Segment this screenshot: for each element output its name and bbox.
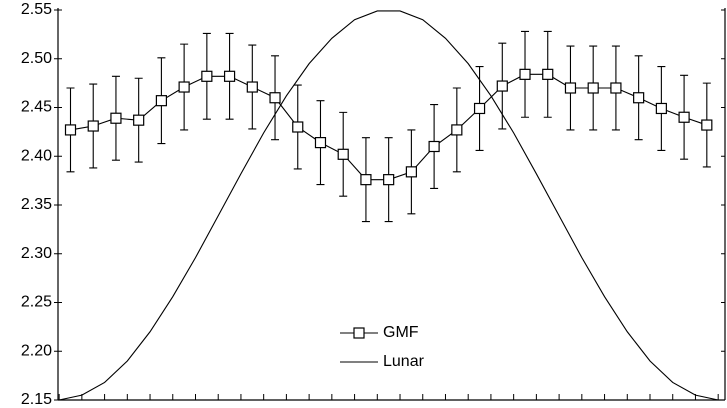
marker: [246, 81, 258, 93]
marker: [110, 112, 122, 124]
marker: [701, 119, 713, 131]
marker: [587, 82, 599, 94]
marker: [292, 121, 304, 133]
legend-label: Lunar: [383, 353, 425, 370]
y-tick-label: 2.25: [21, 294, 52, 311]
marker: [678, 111, 690, 123]
marker: [633, 92, 645, 104]
marker: [178, 81, 190, 93]
marker: [519, 68, 531, 80]
marker: [383, 174, 395, 186]
marker: [269, 92, 281, 104]
legend-marker: [353, 327, 365, 339]
marker: [451, 124, 463, 136]
y-tick-label: 2.50: [21, 50, 52, 67]
y-tick-label: 2.30: [21, 245, 52, 262]
marker: [564, 82, 577, 94]
marker: [133, 114, 145, 126]
marker: [337, 148, 349, 160]
marker: [314, 137, 327, 149]
marker: [155, 95, 168, 107]
y-tick-label: 2.45: [21, 99, 52, 116]
marker: [428, 140, 440, 153]
marker: [405, 166, 417, 178]
marker: [201, 70, 213, 82]
series-line: [59, 10, 719, 401]
y-tick-label: 2.20: [21, 342, 52, 359]
marker: [610, 82, 622, 94]
legend-label: GMF: [383, 324, 419, 341]
y-tick-label: 2.15: [21, 391, 52, 408]
marker: [360, 174, 372, 186]
marker: [87, 120, 99, 132]
y-tick-label: 2.40: [21, 147, 52, 164]
marker: [64, 124, 77, 136]
y-tick-label: 2.35: [21, 196, 52, 213]
marker: [496, 80, 508, 92]
y-tick-label: 2.55: [21, 1, 52, 18]
marker: [473, 102, 486, 115]
marker: [542, 68, 554, 80]
marker: [655, 102, 667, 115]
marker: [223, 70, 236, 82]
